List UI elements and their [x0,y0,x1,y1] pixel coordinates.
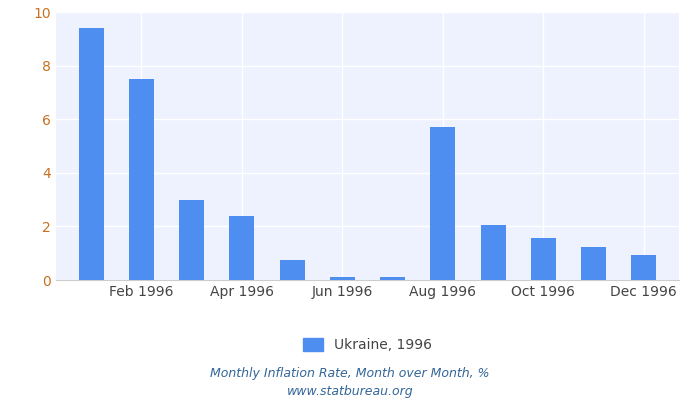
Legend: Ukraine, 1996: Ukraine, 1996 [297,332,438,358]
Bar [430,127,456,280]
Bar [480,225,505,280]
Bar [129,79,154,280]
Bar [581,246,606,280]
Bar [279,260,304,280]
Bar [380,277,405,280]
Bar [631,254,657,280]
Bar [330,277,355,280]
Bar [531,238,556,280]
Text: www.statbureau.org: www.statbureau.org [287,385,413,398]
Bar [78,28,104,280]
Bar [179,200,204,280]
Bar [230,216,255,280]
Text: Monthly Inflation Rate, Month over Month, %: Monthly Inflation Rate, Month over Month… [210,368,490,380]
